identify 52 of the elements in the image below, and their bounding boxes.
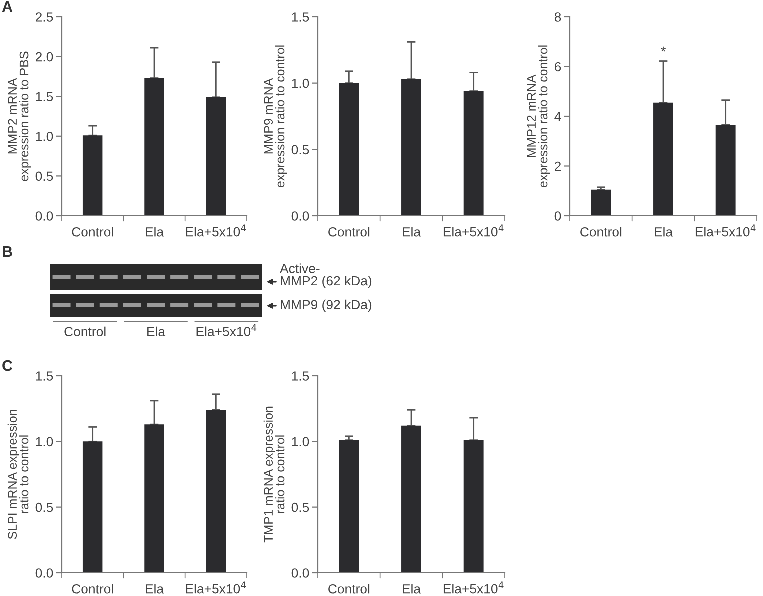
x-tick-label: Control <box>328 584 370 594</box>
y-tick-label: 0.5 <box>292 145 310 155</box>
x-tick-label: Control <box>72 584 114 594</box>
y-axis-title: SLPI mRNA expression ratio to control <box>8 410 29 540</box>
x-tick-label: Ela <box>146 227 164 237</box>
y-tick-label: 1.5 <box>36 92 54 102</box>
y-tick-label: 0.5 <box>36 502 54 512</box>
y-tick-label: 0.0 <box>292 568 310 578</box>
y-tick-label: 8 <box>554 12 562 22</box>
text: Ela+5x10$^{4}$ <box>196 324 257 336</box>
x-tick-label: Ela <box>146 584 164 594</box>
x-tick-label: Ela+5x10$^{4}$ <box>444 582 504 594</box>
text: MMP9 (92 kDa) <box>281 300 372 312</box>
y-tick-label: 1.0 <box>36 132 54 142</box>
text: Active- MMP2 (62 kDa) <box>280 264 372 288</box>
x-tick-label: Control <box>328 227 370 237</box>
y-tick-label: 0.0 <box>36 212 54 221</box>
y-tick-label: 1.0 <box>292 78 310 88</box>
x-tick-label: Ela+5x10$^{4}$ <box>186 224 246 237</box>
x-tick-label: Control <box>72 227 114 237</box>
text: Ela <box>148 326 166 337</box>
text: A <box>2 2 13 12</box>
x-tick-label: Ela <box>655 227 674 237</box>
x-tick-label: Control <box>580 227 622 237</box>
text: Control <box>64 326 106 337</box>
y-tick-label: 6 <box>555 62 562 72</box>
y-tick-label: 0.0 <box>292 212 310 221</box>
x-tick-label: Ela <box>403 227 422 237</box>
y-tick-label: 1.5 <box>292 372 310 381</box>
y-axis-title: MMP12 mRNA expression ratio to control <box>527 46 550 188</box>
y-tick-label: 1.5 <box>36 372 54 381</box>
y-axis-title: MMP2 mRNA expression ratio to PBS <box>8 52 32 182</box>
x-tick-label: Ela+5x10$^{4}$ <box>444 224 504 237</box>
y-tick-label: 1.0 <box>36 437 54 447</box>
x-tick-label: Ela <box>403 584 422 594</box>
annotation: * <box>661 46 666 52</box>
y-tick-label: 2.5 <box>36 12 54 22</box>
text: C <box>2 360 13 372</box>
x-tick-label: Ela+5x10$^{4}$ <box>696 224 756 237</box>
y-tick-label: 2.0 <box>36 52 54 62</box>
y-tick-label: 0 <box>554 212 562 221</box>
y-tick-label: 1.5 <box>292 12 310 22</box>
y-tick-label: 0.5 <box>292 502 310 512</box>
y-tick-label: 1.0 <box>292 437 310 447</box>
y-tick-label: 0.5 <box>36 172 54 182</box>
text: B <box>3 246 12 258</box>
y-axis-title: TMP1 mRNA expression ratio to control <box>264 406 285 543</box>
y-tick-label: 2 <box>554 162 562 172</box>
y-tick-label: 4 <box>554 112 562 122</box>
y-tick-label: 0.0 <box>36 568 54 578</box>
x-tick-label: Ela+5x10$^{4}$ <box>186 582 246 594</box>
y-axis-title: MMP9 mRNA expression ratio to control <box>264 46 288 188</box>
